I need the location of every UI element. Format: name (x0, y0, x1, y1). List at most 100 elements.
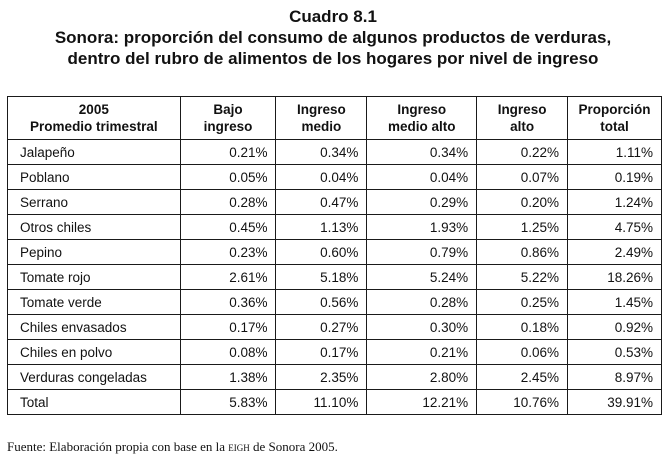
value-cell: 0.36% (179, 289, 277, 315)
value-cell: 0.19% (567, 164, 662, 190)
header-period-line1: 2005 (78, 102, 109, 117)
source-survey: eigh (228, 439, 250, 454)
caption-number: Cuadro 8.1 (289, 7, 377, 26)
header-medio-alto-line1: Ingreso (397, 102, 447, 117)
value-cell: 5.83% (179, 389, 277, 415)
value-cell: 10.76% (476, 389, 569, 415)
row-label-cell: Poblano (7, 164, 181, 190)
value-cell: 1.25% (476, 214, 569, 240)
value-cell: 0.86% (476, 239, 569, 265)
value-cell: 1.24% (567, 189, 662, 215)
value-cell: 1.38% (179, 364, 277, 390)
table-body: Jalapeño 0.21% 0.34% 0.34% 0.22% 1.11% Poblano… (7, 139, 662, 415)
value-cell: 8.97% (567, 364, 662, 390)
value-cell: 0.05% (179, 164, 277, 190)
value-cell: 2.61% (179, 264, 277, 290)
value-cell: 0.56% (275, 289, 368, 315)
table-caption: Cuadro 8.1 Sonora: proporción del consum… (0, 6, 666, 69)
table-row: Jalapeño 0.21% 0.34% 0.34% 0.22% 1.11% (7, 139, 662, 165)
value-cell: 0.47% (275, 189, 368, 215)
row-label-cell: Chiles en polvo (7, 339, 181, 365)
value-cell: 0.08% (179, 339, 277, 365)
table-row: Chiles en polvo 0.08% 0.17% 0.21% 0.06% 0.53% (7, 339, 662, 365)
value-cell: 0.20% (476, 189, 569, 215)
value-cell: 0.34% (275, 139, 368, 165)
header-ingreso-medio-alto: Ingreso medio alto (366, 96, 478, 140)
table-row: Tomate rojo 2.61% 5.18% 5.24% 5.22% 18.26% (7, 264, 662, 290)
header-row: 2005 Promedio trimestral Bajo ingreso Ingr… (7, 96, 662, 140)
value-cell: 0.53% (567, 339, 662, 365)
header-ingreso-alto: Ingreso alto (476, 96, 569, 140)
value-cell: 2.45% (476, 364, 569, 390)
header-total-line1: Proporción (578, 102, 651, 117)
value-cell: 0.29% (366, 189, 478, 215)
value-cell: 39.91% (567, 389, 662, 415)
row-label-cell: Tomate rojo (7, 264, 181, 290)
table-row: Chiles envasados 0.17% 0.27% 0.30% 0.18% 0.92… (7, 314, 662, 340)
value-cell: 0.17% (179, 314, 277, 340)
table-row: Tomate verde 0.36% 0.56% 0.28% 0.25% 1.45% (7, 289, 662, 315)
header-total-line2: total (600, 119, 629, 134)
value-cell: 0.18% (476, 314, 569, 340)
row-label-cell: Jalapeño (7, 139, 181, 165)
caption-line-2: dentro del rubro de alimentos de los hog… (67, 49, 599, 68)
header-alto-line2: alto (510, 119, 535, 134)
value-cell: 1.45% (567, 289, 662, 315)
row-label-cell: Pepino (7, 239, 181, 265)
value-cell: 0.21% (179, 139, 277, 165)
source-prefix: Fuente: Elaboración propia con base en l… (7, 439, 226, 454)
value-cell: 0.21% (366, 339, 478, 365)
value-cell: 1.13% (275, 214, 368, 240)
value-cell: 4.75% (567, 214, 662, 240)
header-period-line2: Promedio trimestral (30, 119, 158, 134)
row-label-cell: Serrano (7, 189, 181, 215)
value-cell: 0.27% (275, 314, 368, 340)
table-row: Pepino 0.23% 0.60% 0.79% 0.86% 2.49% (7, 239, 662, 265)
header-period: 2005 Promedio trimestral (7, 96, 181, 140)
value-cell: 18.26% (567, 264, 662, 290)
row-label-cell: Tomate verde (7, 289, 181, 315)
value-cell: 0.07% (476, 164, 569, 190)
value-cell: 0.22% (476, 139, 569, 165)
header-medio-line1: Ingreso (297, 102, 346, 117)
value-cell: 1.11% (567, 139, 662, 165)
value-cell: 5.22% (476, 264, 569, 290)
row-label-cell: Verduras congeladas (7, 364, 181, 390)
value-cell: 0.45% (179, 214, 277, 240)
row-label-cell: Chiles envasados (7, 314, 181, 340)
header-alto-line1: Ingreso (497, 102, 547, 117)
source-suffix: de Sonora 2005. (253, 439, 338, 454)
value-cell: 0.25% (476, 289, 569, 315)
value-cell: 0.23% (179, 239, 277, 265)
value-cell: 0.60% (275, 239, 368, 265)
value-cell: 0.17% (275, 339, 368, 365)
table-row: Poblano 0.05% 0.04% 0.04% 0.07% 0.19% (7, 164, 662, 190)
value-cell: 0.28% (179, 189, 277, 215)
value-cell: 2.80% (366, 364, 478, 390)
value-cell: 0.79% (366, 239, 478, 265)
caption-line-1: Sonora: proporción del consumo de alguno… (54, 28, 612, 47)
header-bajo-line1: Bajo (213, 102, 243, 117)
value-cell: 0.30% (366, 314, 478, 340)
value-cell: 1.93% (366, 214, 478, 240)
value-cell: 11.10% (275, 389, 368, 415)
value-cell: 2.35% (275, 364, 368, 390)
table-row: Serrano 0.28% 0.47% 0.29% 0.20% 1.24% (7, 189, 662, 215)
value-cell: 2.49% (567, 239, 662, 265)
table-row: Verduras congeladas 1.38% 2.35% 2.80% 2.45% 8… (7, 364, 662, 390)
value-cell: 0.28% (366, 289, 478, 315)
header-bajo-line2: ingreso (203, 119, 253, 134)
table-row: Otros chiles 0.45% 1.13% 1.93% 1.25% 4.75% (7, 214, 662, 240)
value-cell: 0.34% (366, 139, 478, 165)
header-medio-alto-line2: medio alto (387, 119, 456, 134)
row-label-cell: Otros chiles (7, 214, 181, 240)
value-cell: 12.21% (366, 389, 478, 415)
value-cell: 0.92% (567, 314, 662, 340)
value-cell: 0.06% (476, 339, 569, 365)
value-cell: 5.24% (366, 264, 478, 290)
value-cell: 0.04% (275, 164, 368, 190)
data-table: 2005 Promedio trimestral Bajo ingreso Ingr… (7, 96, 662, 415)
header-bajo-ingreso: Bajo ingreso (179, 96, 277, 140)
table-row: Total 5.83% 11.10% 12.21% 10.76% 39.91% (7, 389, 662, 415)
value-cell: 0.04% (366, 164, 478, 190)
